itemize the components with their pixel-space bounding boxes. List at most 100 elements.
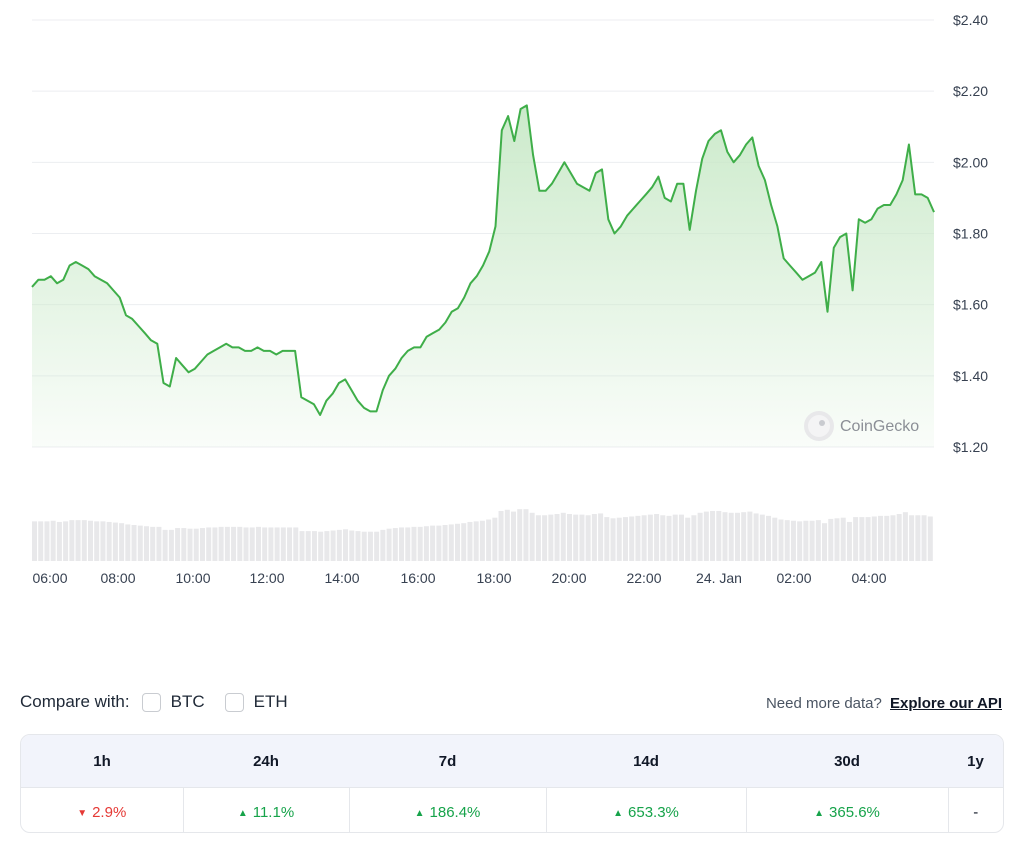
- volume-bar: [734, 512, 740, 561]
- volume-bar: [486, 519, 492, 561]
- volume-bar: [355, 531, 361, 561]
- volume-bar: [523, 509, 529, 561]
- volume-bar: [237, 526, 243, 561]
- btc-label: BTC: [170, 692, 205, 711]
- x-tick-label: 16:00: [400, 570, 435, 586]
- x-tick-label: 02:00: [776, 570, 811, 586]
- volume-bar: [181, 528, 187, 561]
- volume-bar: [871, 516, 877, 561]
- caret-down-icon: ▼: [77, 807, 88, 819]
- compare-eth-option[interactable]: ETH: [224, 692, 288, 712]
- performance-value-row: ▼ 2.9% ▲ 11.1% ▲ 186.4% ▲ 653.3% ▲ 365.6% -: [21, 787, 1003, 833]
- volume-bar: [722, 512, 728, 561]
- volume-bar: [840, 517, 846, 561]
- volume-bar: [119, 523, 125, 561]
- volume-bar: [710, 510, 716, 561]
- volume-bar: [436, 525, 442, 561]
- x-tick-label: 18:00: [476, 570, 511, 586]
- volume-bar: [753, 513, 759, 561]
- volume-bar: [641, 515, 647, 561]
- volume-bar: [199, 528, 205, 561]
- x-tick-label: 08:00: [100, 570, 135, 586]
- volume-bar: [218, 526, 224, 561]
- x-axis-labels: 06:00 08:00 10:00 12:00 14:00 16:00 18:00 20:00…: [32, 570, 886, 586]
- price-chart[interactable]: $2.40 $2.20 $2.00 $1.80 $1.60 $1.40 $1.20 06:0…: [0, 0, 1024, 600]
- volume-bar: [498, 510, 504, 561]
- volume-bar: [131, 525, 137, 561]
- volume-bar: [579, 514, 585, 561]
- volume-bar: [175, 528, 181, 561]
- y-tick-label: $1.80: [953, 226, 988, 242]
- volume-bar: [685, 517, 691, 561]
- volume-bar: [672, 514, 678, 561]
- volume-bar: [622, 517, 628, 561]
- volume-bar: [896, 514, 902, 561]
- price-area-fill: [32, 105, 934, 448]
- volume-bar: [411, 526, 417, 561]
- volume-bar: [467, 521, 473, 561]
- volume-bar: [909, 515, 915, 561]
- volume-bar: [554, 514, 560, 561]
- volume-bar: [604, 517, 610, 561]
- volume-bars: [32, 509, 933, 561]
- header-30d: 30d: [746, 735, 948, 788]
- volume-bar: [834, 518, 840, 561]
- api-text: Need more data?: [765, 695, 882, 712]
- y-tick-label: $1.40: [953, 368, 988, 384]
- volume-bar: [87, 520, 94, 561]
- volume-bar: [890, 515, 896, 561]
- volume-bar: [367, 531, 373, 561]
- volume-bar: [591, 514, 597, 561]
- volume-bar: [417, 526, 423, 561]
- performance-value-1y: -: [948, 788, 1003, 833]
- volume-bar: [150, 526, 156, 561]
- eth-label: ETH: [253, 692, 288, 711]
- volume-bar: [137, 525, 143, 561]
- y-tick-label: $2.20: [953, 83, 988, 99]
- volume-bar: [927, 516, 933, 561]
- volume-bar: [678, 514, 684, 561]
- volume-bar: [647, 514, 653, 561]
- volume-bar: [162, 529, 168, 561]
- header-1h: 1h: [21, 735, 183, 788]
- volume-bar: [666, 515, 672, 561]
- volume-bar: [616, 517, 622, 561]
- volume-bar: [343, 529, 349, 561]
- volume-bar: [585, 515, 591, 561]
- eth-checkbox[interactable]: [224, 692, 244, 712]
- performance-value-1h: ▼ 2.9%: [21, 787, 184, 832]
- volume-bar: [759, 514, 765, 561]
- volume-bar: [224, 526, 230, 561]
- caret-up-icon: ▲: [237, 807, 248, 819]
- volume-bar: [249, 527, 255, 561]
- volume-bar: [430, 525, 436, 561]
- volume-bar: [287, 527, 293, 561]
- compare-with: Compare with: BTC ETH: [20, 692, 308, 712]
- volume-bar: [566, 514, 572, 561]
- volume-bar: [168, 529, 174, 561]
- performance-value-30d: ▲ 365.6%: [746, 787, 949, 832]
- volume-bar: [94, 521, 100, 561]
- volume-bar: [330, 530, 336, 561]
- volume-bar: [803, 520, 809, 561]
- y-axis-labels: $2.40 $2.20 $2.00 $1.80 $1.60 $1.40 $1.20: [953, 12, 988, 455]
- volume-bar: [654, 514, 660, 561]
- volume-bar: [399, 527, 405, 561]
- volume-bar: [529, 512, 535, 561]
- volume-bar: [442, 525, 448, 561]
- performance-value-14d: ▲ 653.3%: [546, 787, 747, 832]
- volume-bar: [728, 512, 734, 561]
- volume-bar: [510, 511, 517, 561]
- explore-api-link[interactable]: Explore our API: [890, 695, 1002, 712]
- volume-bar: [878, 515, 884, 561]
- volume-bar: [268, 527, 274, 561]
- volume-bar: [473, 521, 479, 561]
- compare-btc-option[interactable]: BTC: [141, 692, 205, 712]
- volume-bar: [697, 512, 703, 561]
- volume-bar: [479, 520, 485, 561]
- btc-checkbox[interactable]: [141, 692, 161, 712]
- volume-bar: [274, 527, 280, 561]
- performance-header-row: 1h 24h 7d 14d 30d 1y: [21, 735, 1003, 788]
- performance-table: 1h 24h 7d 14d 30d 1y ▼ 2.9% ▲ 11.1% ▲ 186.4% ▲…: [20, 734, 1004, 833]
- price-chart-svg[interactable]: $2.40 $2.20 $2.00 $1.80 $1.60 $1.40 $1.20 06:0…: [0, 0, 1024, 600]
